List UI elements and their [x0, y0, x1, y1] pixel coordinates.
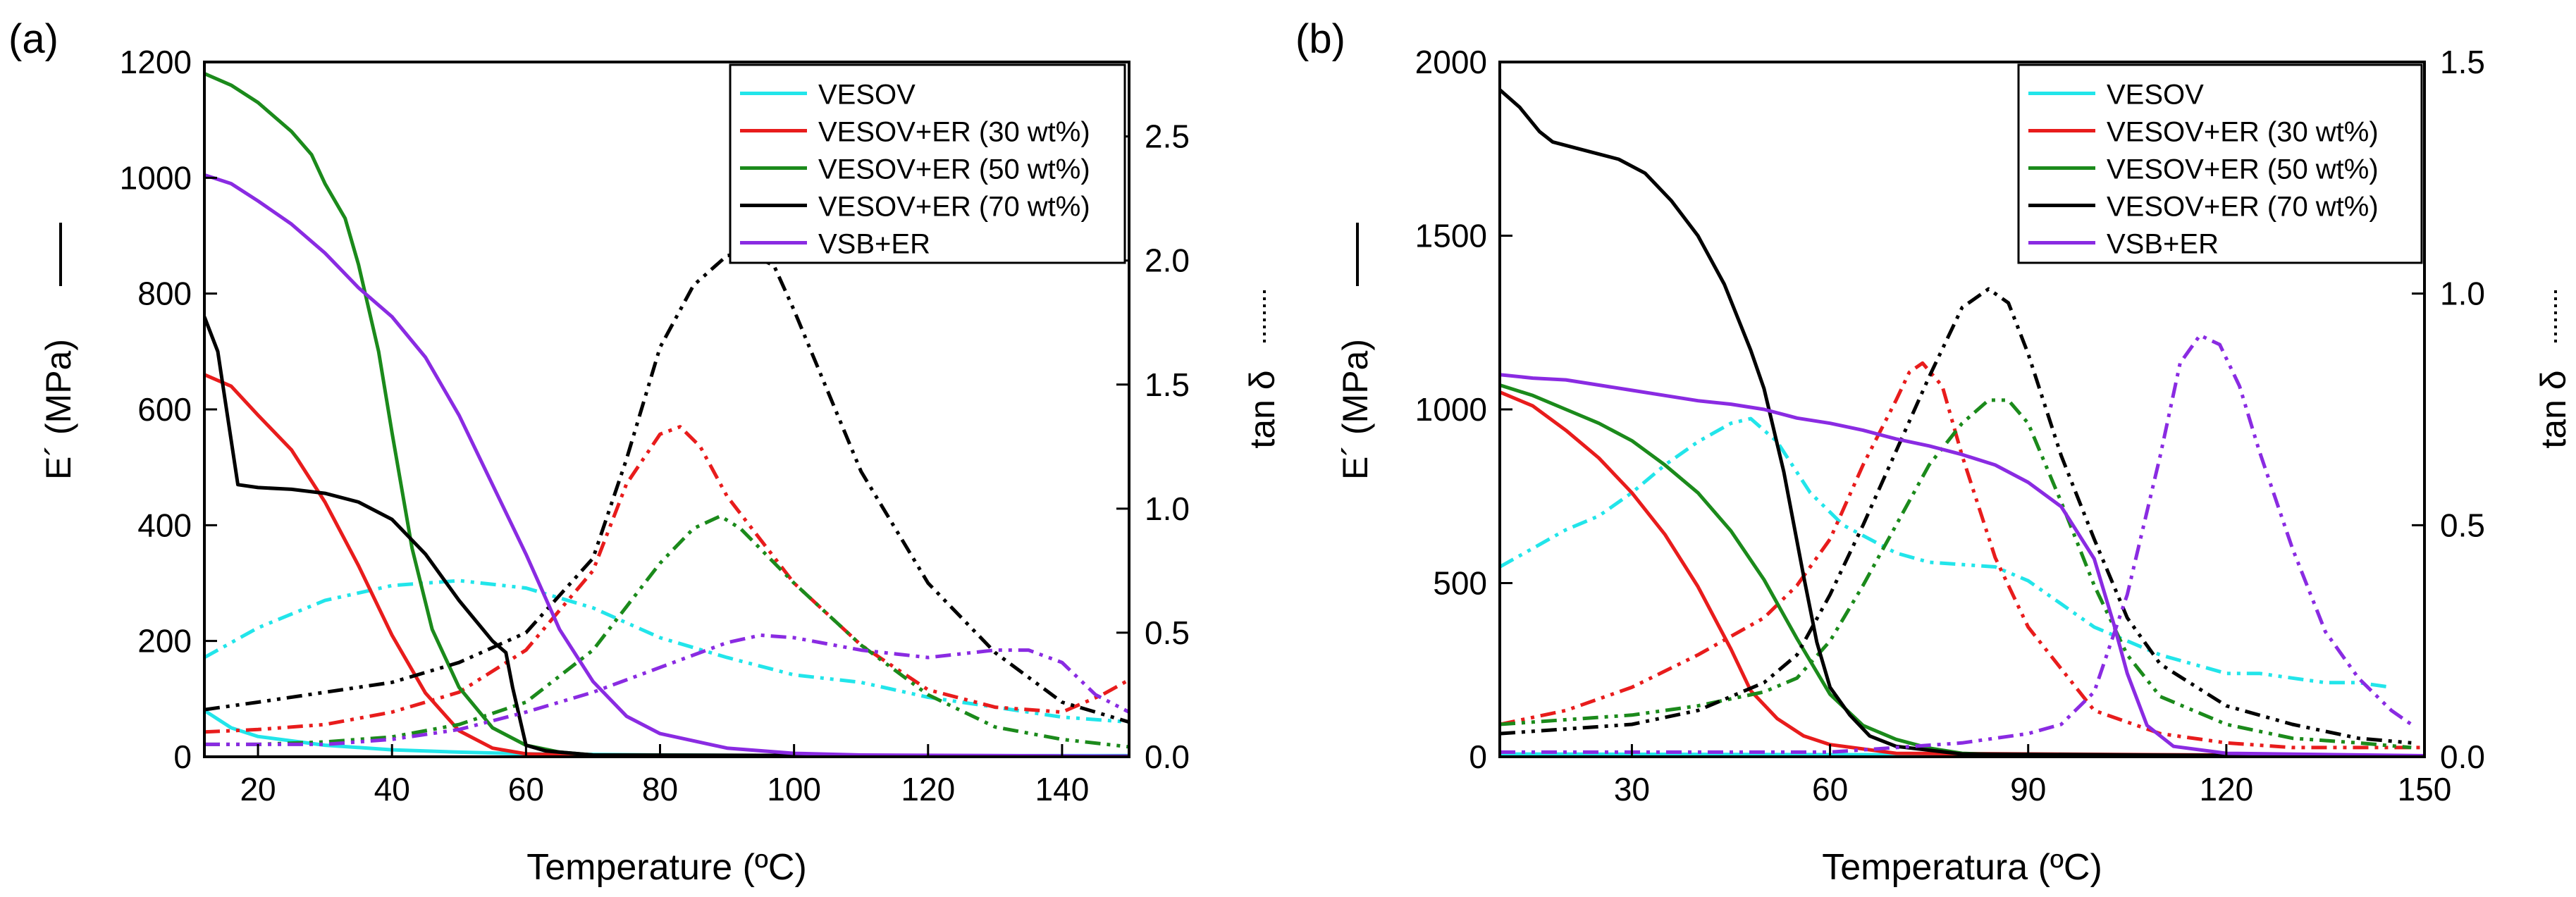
y2-axis-label: tan δ: [2534, 370, 2573, 448]
legend-label: VESOV+ER (70 wt%): [818, 192, 1090, 223]
x-axis-label: Temperature (ºC): [526, 847, 807, 888]
y2-tick-label: 1.0: [1145, 490, 1190, 527]
y-tick-label: 200: [137, 623, 192, 660]
legend-label: VESOV+ER (30 wt%): [2107, 117, 2379, 148]
y-tick-label: 2000: [1415, 44, 1487, 80]
tan-delta-line-1: [204, 579, 1129, 724]
y2-tick-label: 0.0: [1145, 738, 1190, 775]
y-tick-label: 400: [137, 507, 192, 543]
y-tick-label: 1000: [1415, 391, 1487, 428]
x-tick-label: 120: [2199, 771, 2253, 808]
tan-delta-line-2: [1500, 361, 2424, 750]
legend-label: VESOV+ER (70 wt%): [2107, 192, 2379, 223]
x-tick-label: 40: [374, 771, 410, 808]
x-tick-label: 140: [1035, 771, 1090, 808]
x-tick-label: 60: [1812, 771, 1848, 808]
modulus-line-3: [1500, 383, 2424, 757]
legend-box: [2017, 63, 2423, 264]
modulus-line-5: [204, 173, 1129, 757]
tan-delta-line-1: [1500, 416, 2392, 689]
y-tick-label: 800: [137, 276, 192, 312]
tan-delta-line-2: [204, 425, 1129, 734]
y2-tick-label: 2.5: [1145, 118, 1190, 155]
tan-delta-line-3: [1500, 398, 2412, 750]
y-axis-label: E´ (MPa): [1336, 339, 1375, 480]
modulus-line-1: [204, 709, 1129, 757]
y-tick-label: 500: [1433, 565, 1487, 602]
tan-delta-line-4: [1500, 287, 2412, 745]
y-tick-label: 1000: [120, 159, 192, 196]
y2-tick-label: 0.5: [2440, 507, 2485, 543]
y2-tick-label: 1.5: [2440, 44, 2485, 80]
x-tick-label: 20: [240, 771, 276, 808]
modulus-line-2: [1500, 390, 2424, 757]
y-tick-label: 600: [137, 391, 192, 428]
legend-box: [729, 63, 1126, 264]
y2-tick-label: 2.0: [1145, 242, 1190, 279]
y-tick-label: 1200: [120, 44, 192, 80]
x-axis-label: Temperatura (ºC): [1822, 847, 2102, 888]
tan-delta-line-5: [1500, 333, 2412, 754]
panel-label: (b): [1295, 16, 1345, 62]
y-tick-label: 1500: [1415, 218, 1487, 254]
y2-axis-label: tan δ: [1243, 370, 1282, 448]
legend-label: VESOV: [2107, 80, 2204, 111]
y-tick-label: 0: [173, 738, 192, 775]
legend-label: VESOV+ER (30 wt%): [818, 117, 1090, 148]
legend-label: VESOV: [818, 80, 916, 111]
modulus-line-2: [204, 373, 1129, 757]
tan-delta-line-5: [204, 633, 1129, 746]
x-tick-label: 30: [1614, 771, 1650, 808]
panel-label: (a): [8, 16, 58, 62]
y2-tick-label: 1.5: [1145, 366, 1190, 403]
x-tick-label: 80: [642, 771, 678, 808]
y-axis-label: E´ (MPa): [39, 339, 78, 480]
tan-delta-line-4: [204, 251, 1129, 724]
tan-delta-line-3: [204, 514, 1129, 749]
y2-tick-label: 0.0: [2440, 738, 2485, 775]
legend-label: VESOV+ER (50 wt%): [818, 154, 1090, 185]
x-tick-label: 100: [767, 771, 821, 808]
y-tick-label: 0: [1469, 738, 1487, 775]
x-tick-label: 90: [2010, 771, 2046, 808]
legend-label: VSB+ER: [818, 229, 930, 260]
legend-label: VESOV+ER (50 wt%): [2107, 154, 2379, 185]
modulus-line-4: [1500, 88, 2424, 757]
x-tick-label: 150: [2398, 771, 2452, 808]
modulus-line-5: [1500, 373, 2424, 757]
y2-tick-label: 0.5: [1145, 614, 1190, 651]
x-tick-label: 120: [901, 771, 955, 808]
modulus-line-4: [204, 316, 1129, 757]
y2-tick-label: 1.0: [2440, 276, 2485, 312]
x-tick-label: 60: [508, 771, 544, 808]
legend-label: VSB+ER: [2107, 229, 2219, 260]
